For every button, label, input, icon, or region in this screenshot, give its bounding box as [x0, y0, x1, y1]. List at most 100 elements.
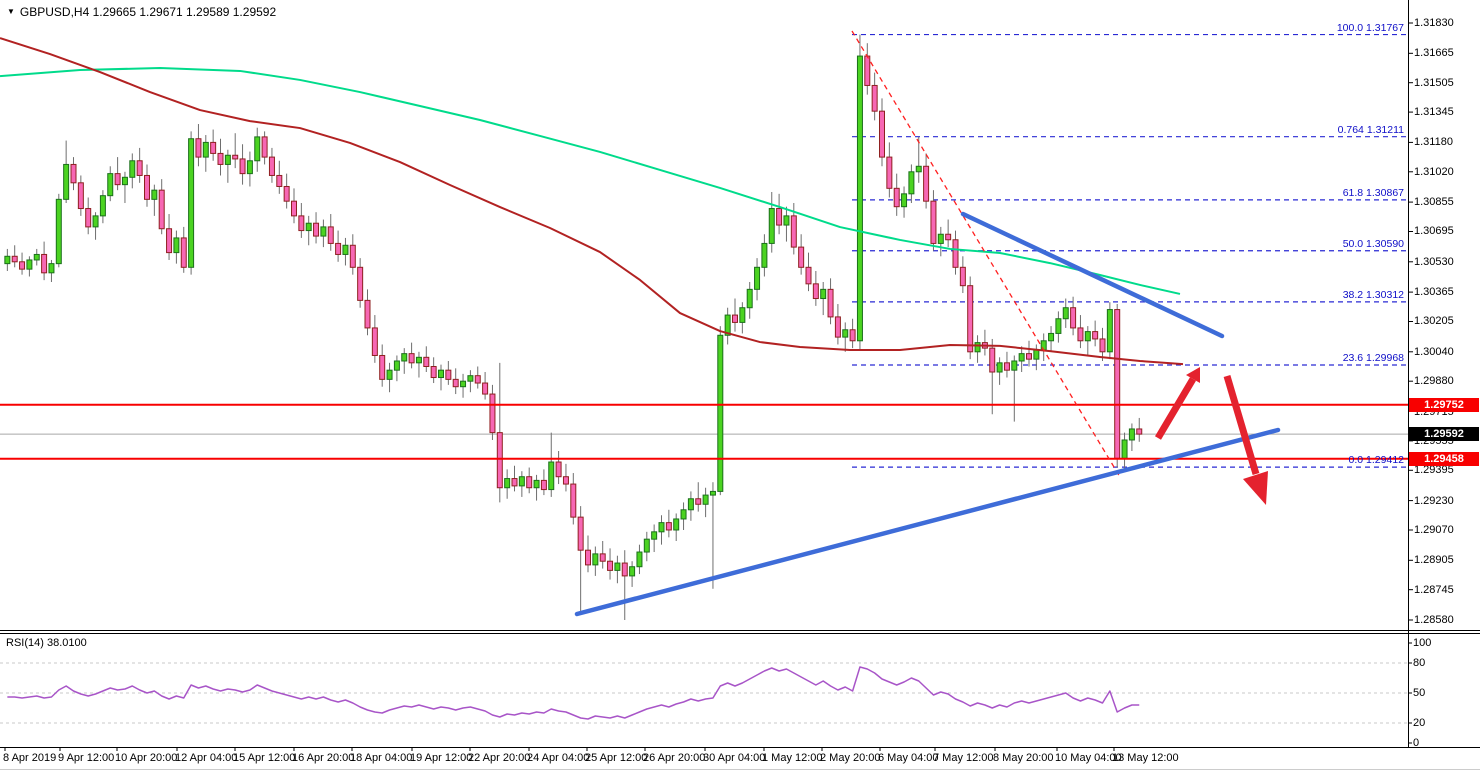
- candle-bearish: [349, 244, 356, 268]
- candle-bearish: [871, 84, 878, 112]
- candle-bearish: [540, 479, 547, 491]
- time-axis-label: 26 Apr 20:00: [643, 752, 706, 764]
- time-axis-label: 10 May 04:00: [1055, 752, 1122, 764]
- candle-bearish: [474, 375, 481, 384]
- candle-bearish: [599, 553, 606, 562]
- candle-bearish: [85, 208, 92, 228]
- candle-bearish: [445, 369, 452, 380]
- candle-bearish: [570, 483, 577, 518]
- candle-bearish: [812, 283, 819, 300]
- candle-bearish: [923, 165, 930, 202]
- ma-slow-darkred: [0, 37, 1184, 366]
- rsi-scale-label: 100: [1413, 637, 1432, 649]
- time-axis-label: 22 Apr 20:00: [468, 752, 531, 764]
- candle-bearish: [1003, 362, 1010, 371]
- time-axis-label: 25 Apr 12:00: [585, 752, 648, 764]
- candle-bullish: [151, 189, 158, 200]
- candle-bearish: [989, 347, 996, 373]
- candle-bearish: [371, 327, 378, 356]
- price-axis-label: 1.30040: [1414, 345, 1454, 358]
- bounce-up-arrow[interactable]: [1154, 377, 1197, 440]
- candle-bullish: [518, 476, 525, 487]
- candle-bearish: [805, 266, 812, 285]
- bounce-up-arrow-head[interactable]: [1186, 367, 1200, 383]
- trendline-ascending[interactable]: [574, 427, 1281, 617]
- candle-bullish: [937, 233, 944, 244]
- candle-bearish: [180, 237, 187, 268]
- candle-bullish: [1033, 349, 1040, 360]
- candle-bearish: [562, 476, 569, 485]
- candle-bearish: [41, 253, 48, 274]
- candle-bearish: [166, 228, 173, 254]
- price-axis-label: 1.31180: [1414, 136, 1453, 149]
- candle-bearish: [732, 314, 738, 323]
- price-axis-label: 1.28745: [1414, 583, 1454, 596]
- breakdown-arrow[interactable]: [1223, 375, 1260, 475]
- price-axis-label: 1.31505: [1414, 76, 1454, 89]
- candle-bullish: [1040, 340, 1047, 351]
- time-axis-label: 16 Apr 20:00: [292, 752, 355, 764]
- symbol-dropdown-icon[interactable]: ▼: [7, 7, 15, 16]
- candle-bearish: [967, 285, 974, 353]
- ma-fast-green: [0, 67, 1181, 295]
- candle-bearish: [261, 136, 268, 158]
- candle-bearish: [776, 208, 783, 226]
- candle-bullish: [746, 288, 753, 309]
- candle-bullish: [820, 288, 827, 300]
- candle-bearish: [335, 242, 342, 255]
- time-axis-label: 6 May 04:00: [878, 752, 939, 764]
- price-axis-label: 1.31665: [1414, 47, 1454, 60]
- candle-bearish: [930, 200, 937, 244]
- candle-bullish: [320, 226, 327, 237]
- candle-bullish: [673, 518, 680, 531]
- candle-bearish: [695, 498, 702, 505]
- candle-bearish: [144, 174, 150, 200]
- time-axis-label: 15 Apr 12:00: [233, 752, 296, 764]
- candle-bullish: [614, 562, 621, 571]
- candle-bearish: [217, 152, 224, 165]
- trendline-descending[interactable]: [960, 211, 1225, 339]
- candle-bearish: [1114, 309, 1121, 459]
- candle-bullish: [55, 198, 62, 265]
- candle-bullish: [754, 266, 761, 290]
- candle-bearish: [327, 226, 334, 244]
- candle-bullish: [717, 334, 724, 492]
- price-axis-label: 1.28580: [1414, 613, 1454, 626]
- fib-level-label: 50.0 1.30590: [1342, 237, 1404, 250]
- candle-bearish: [1026, 353, 1032, 360]
- candle-bearish: [276, 174, 283, 187]
- candle-bearish: [298, 215, 305, 232]
- fib-level-label: 0.764 1.31211: [1337, 123, 1404, 136]
- candle-bearish: [585, 549, 591, 566]
- candle-bearish: [77, 182, 84, 210]
- candle-bullish: [305, 222, 312, 232]
- fib-diagonal[interactable]: [851, 30, 1121, 478]
- candle-bearish: [555, 461, 562, 478]
- candle-bearish: [195, 138, 202, 158]
- price-axis-label: 1.30365: [1414, 286, 1454, 299]
- candle-bearish: [452, 378, 459, 388]
- fib-level-label: 100.0 1.31767: [1336, 21, 1404, 34]
- candle-bullish: [393, 360, 400, 371]
- candle-bullish: [643, 538, 650, 553]
- candle-bearish: [489, 393, 496, 434]
- candle-bearish: [879, 110, 885, 158]
- candle-bearish: [408, 353, 415, 364]
- candle-bullish: [188, 138, 195, 268]
- candle-bullish: [629, 566, 636, 577]
- candle-bullish: [33, 253, 40, 261]
- candle-bullish: [401, 353, 408, 362]
- candle-bullish: [48, 263, 55, 274]
- candle-bullish: [761, 242, 768, 268]
- candle-bullish: [1084, 331, 1091, 342]
- price-axis-label: 1.31345: [1414, 106, 1454, 119]
- resistance-price-badge: 1.29752: [1409, 397, 1479, 412]
- candle-bearish: [864, 55, 871, 86]
- candle-bullish: [92, 215, 99, 228]
- candle-bearish: [1099, 338, 1106, 353]
- candle-bearish: [482, 382, 489, 395]
- breakdown-arrow-head[interactable]: [1243, 471, 1268, 505]
- candle-bearish: [210, 141, 217, 154]
- time-axis-label: 18 Apr 04:00: [350, 752, 413, 764]
